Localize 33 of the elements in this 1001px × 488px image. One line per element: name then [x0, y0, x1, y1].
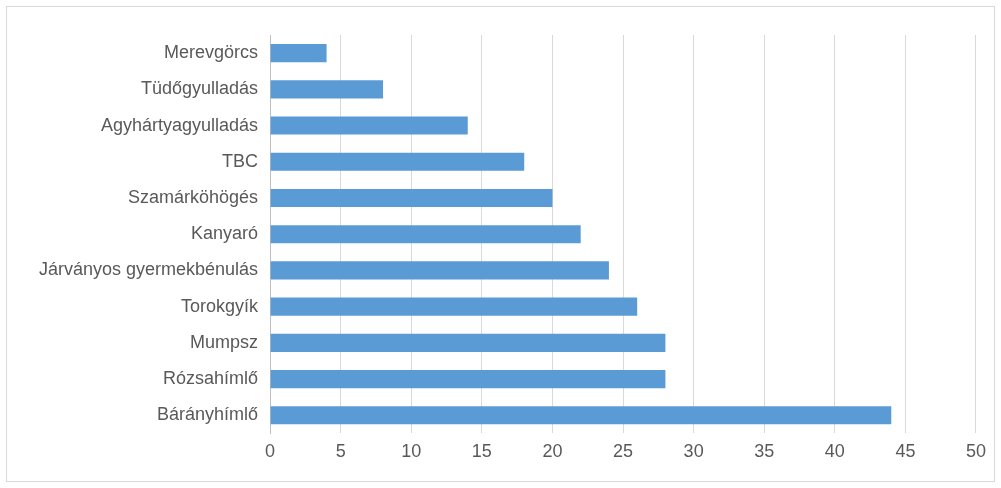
bar [270, 406, 892, 425]
bar [270, 370, 666, 389]
y-tick-label: Tüdőgyulladás [141, 78, 259, 99]
y-tick-label: Torokgyík [181, 295, 260, 316]
y-tick-label: Bárányhímlő [157, 404, 259, 425]
bar [270, 116, 468, 135]
y-tick-label: Merevgörcs [164, 42, 259, 63]
y-tick-label: Mumpsz [190, 331, 259, 352]
x-tick-label: 15 [471, 441, 492, 462]
x-tick-label: 50 [965, 441, 986, 462]
x-tick-label: 40 [824, 441, 845, 462]
y-tick-label: Agyhártyagyulladás [101, 114, 259, 135]
x-tick-label: 25 [613, 441, 634, 462]
x-tick-label: 10 [401, 441, 422, 462]
bar [270, 44, 327, 63]
x-tick-label: 45 [895, 441, 916, 462]
bar [270, 188, 553, 208]
bar [270, 297, 638, 316]
x-tick-label: 5 [335, 441, 346, 462]
x-tick-label: 35 [754, 441, 775, 462]
y-tick-label: Szamárköhögés [128, 186, 259, 207]
y-tick-label: Kanyaró [191, 223, 259, 244]
y-tick-label: Járványos gyermekbénulás [38, 259, 259, 280]
x-tick-label: 0 [265, 441, 276, 462]
y-tick-label: TBC [222, 150, 259, 171]
bar [270, 152, 525, 171]
x-tick-label: 20 [542, 441, 563, 462]
bar [270, 261, 609, 280]
x-tick-label: 30 [683, 441, 704, 462]
bar [270, 333, 666, 352]
bar [270, 80, 384, 99]
y-tick-label: Rózsahímlő [163, 368, 259, 389]
bar [270, 225, 581, 244]
